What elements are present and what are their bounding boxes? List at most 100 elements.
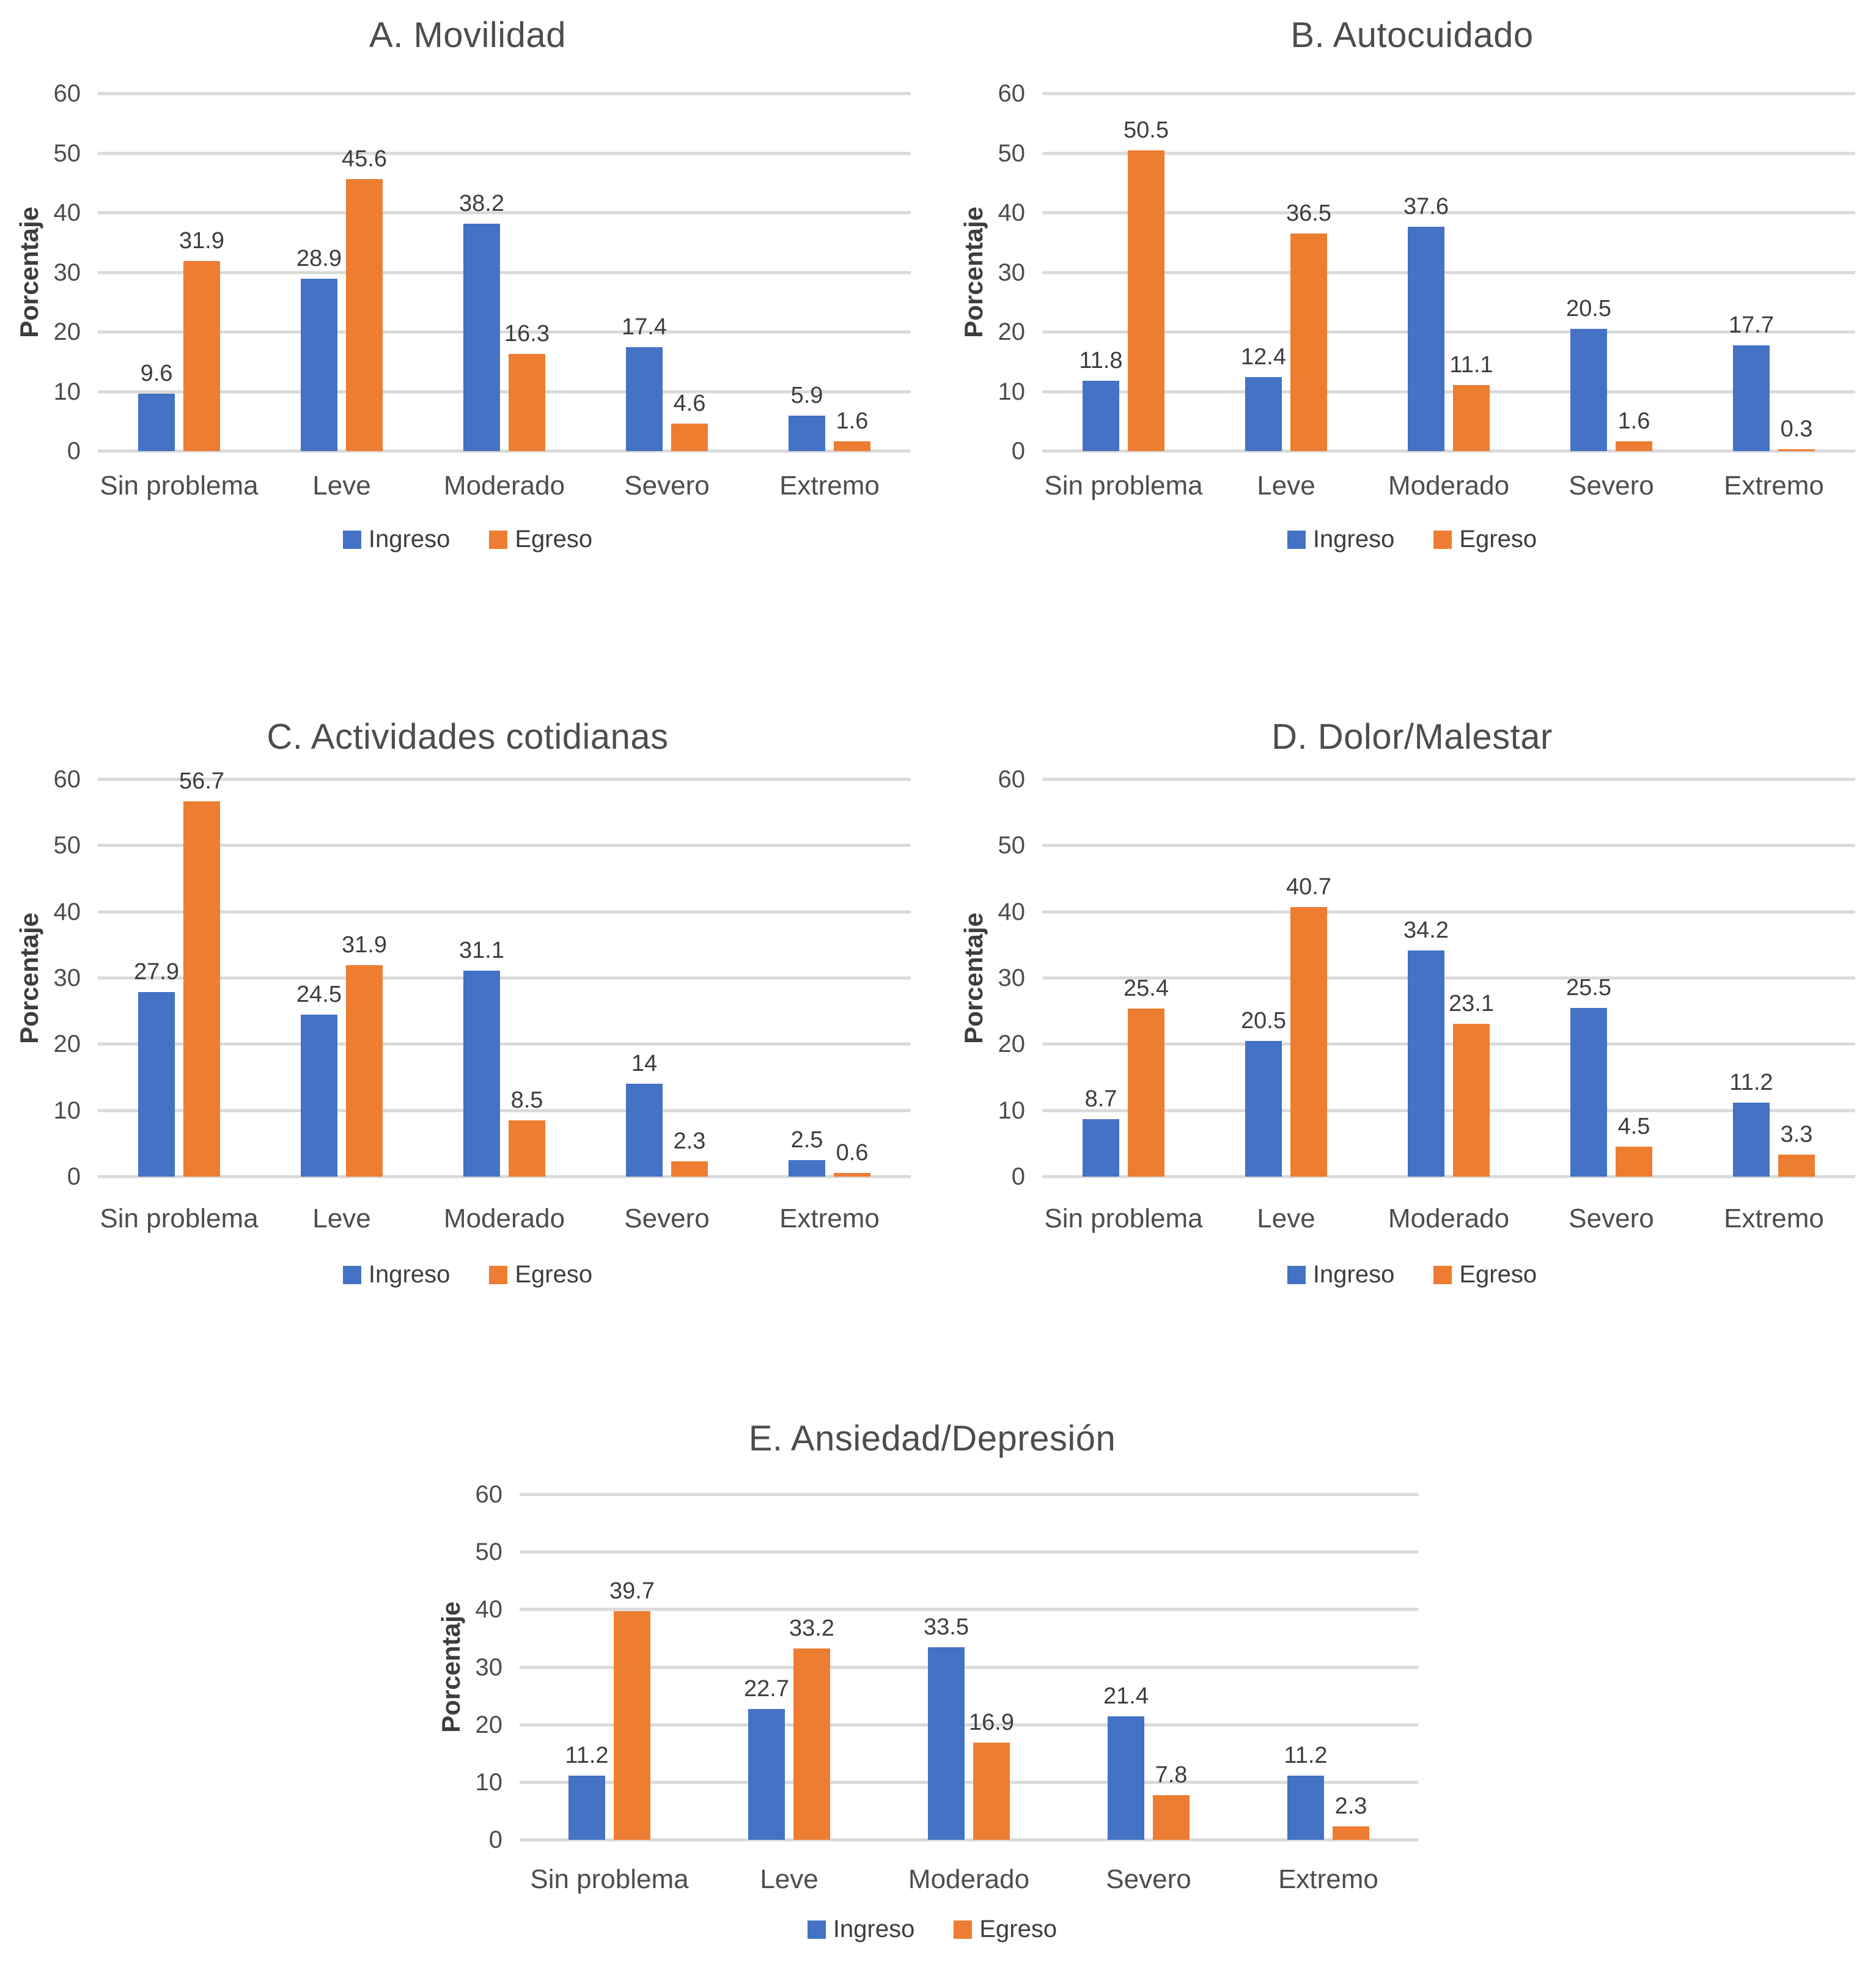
x-axis-label-extremo: Extremo	[1724, 1204, 1824, 1233]
plot-area-row: Porcentaje 0 10 20 30 40 50 60 27.9 56.7 24.5 31.9 3…	[12, 767, 923, 1189]
y-axis-tick: 0	[67, 1163, 81, 1190]
legend: Ingreso Egreso	[12, 526, 923, 553]
y-axis-tick: 40	[53, 199, 81, 226]
x-axis-label-extremo: Extremo	[1724, 471, 1824, 501]
chart-title: D. Dolor/Malestar	[1271, 717, 1553, 757]
y-axis-tick: 60	[53, 80, 81, 107]
bar-group-sin-problema: 9.6 31.9	[98, 94, 260, 451]
y-axis-tick: 0	[1011, 1163, 1025, 1190]
bar-egreso-leve: 40.7	[1286, 875, 1331, 1177]
value-label: 1.6	[1617, 408, 1650, 435]
y-axis-title: Porcentaje	[958, 912, 988, 1044]
bar-group-sin-problema: 11.2 39.7	[520, 1494, 699, 1840]
value-label: 31.1	[459, 938, 504, 964]
value-label: 37.6	[1403, 194, 1449, 220]
legend-item-egreso: Egreso	[954, 1916, 1057, 1943]
gridline	[98, 910, 911, 914]
gridline	[98, 777, 911, 781]
bar-egreso-moderado: 23.1	[1449, 992, 1494, 1177]
y-axis-tick: 20	[53, 318, 81, 345]
bar-egreso-sin-problema: 56.7	[179, 770, 224, 1177]
value-label: 2.5	[790, 1127, 823, 1153]
bar-group-leve: 28.9 45.6	[260, 94, 423, 451]
y-axis-tick: 60	[998, 80, 1026, 107]
bar-egreso-moderado: 16.9	[969, 1711, 1014, 1840]
chart-title: A. Movilidad	[369, 15, 566, 55]
y-axis-tick: 60	[998, 766, 1026, 793]
bar-egreso-sin-problema: 39.7	[609, 1579, 655, 1840]
value-label: 20.5	[1241, 1007, 1286, 1034]
gridline	[98, 449, 911, 453]
value-label: 56.7	[179, 768, 224, 794]
legend: Ingreso Egreso	[12, 1261, 923, 1288]
gridline	[520, 1550, 1418, 1554]
legend-swatch-egreso	[489, 1265, 508, 1284]
x-axis-label-severo: Severo	[624, 471, 710, 501]
value-label: 50.5	[1124, 117, 1169, 143]
bar-ingreso-leve: 22.7	[744, 1677, 789, 1840]
chart-title: C. Actividades cotidianas	[267, 717, 669, 757]
bar-group-severo: 17.4 4.6	[586, 94, 748, 451]
bar-group-severo: 21.4 7.8	[1059, 1494, 1238, 1840]
value-label: 36.5	[1286, 200, 1331, 227]
chart-title: E. Ansiedad/Depresión	[748, 1419, 1116, 1458]
plot-area: 9.6 31.9 28.9 45.6 38.2 16.3 17.4 4.6 5.9 1.6	[98, 92, 911, 453]
value-label: 25.4	[1124, 975, 1169, 1001]
y-axis-tick: 50	[998, 139, 1026, 167]
y-axis-tick: 40	[475, 1596, 503, 1623]
legend: Ingreso Egreso	[957, 526, 1867, 553]
value-label: 39.7	[609, 1578, 655, 1604]
y-axis-tick: 0	[1011, 438, 1025, 465]
gridline	[520, 1666, 1418, 1669]
value-label: 33.5	[924, 1614, 969, 1640]
value-label: 17.7	[1729, 312, 1774, 339]
gridline	[98, 1109, 911, 1112]
legend-item-egreso: Egreso	[489, 1261, 592, 1288]
gridline	[1042, 92, 1855, 95]
value-label: 22.7	[744, 1676, 789, 1702]
x-axis-label-leve: Leve	[312, 471, 371, 501]
gridline	[1042, 777, 1855, 781]
x-axis-labels: Sin problema Leve Moderado Severo Extremo	[98, 1204, 923, 1234]
x-axis-labels: Sin problema Leve Moderado Severo Extremo	[1042, 471, 1867, 501]
value-label: 4.5	[1617, 1114, 1650, 1140]
bar-ingreso-severo: 25.5	[1566, 976, 1611, 1177]
value-label: 12.4	[1241, 344, 1286, 370]
x-axis-label-leve: Leve	[760, 1864, 818, 1894]
bar-group-extremo: 2.5 0.6	[748, 779, 911, 1177]
bar-group-severo: 14 2.3	[586, 779, 748, 1177]
legend-item-egreso: Egreso	[489, 526, 592, 553]
bar-ingreso-extremo: 11.2	[1729, 1071, 1773, 1177]
bar-group-sin-problema: 8.7 25.4	[1042, 779, 1205, 1177]
chart-dolor-malestar: D. Dolor/Malestar Porcentaje 0 10 20 30 40 50 60…	[957, 703, 1867, 1320]
bar-groups: 11.2 39.7 22.7 33.2 33.5 16.9 21.4 7.8 11.2 2.3	[520, 1494, 1418, 1840]
bar-egreso-extremo: 1.6	[834, 410, 870, 451]
bar-group-extremo: 11.2 3.3	[1693, 779, 1855, 1177]
legend-label: Egreso	[1459, 1261, 1537, 1288]
y-axis-title: Porcentaje	[14, 912, 43, 1044]
bar-ingreso-sin-problema: 27.9	[134, 960, 179, 1177]
bar-groups: 27.9 56.7 24.5 31.9 31.1 8.5 14 2.3 2.5 0.6	[98, 770, 911, 1177]
y-axis-tick: 20	[475, 1711, 503, 1738]
gridline	[1042, 1175, 1855, 1178]
gridline	[1042, 390, 1855, 393]
plot-area: 8.7 25.4 20.5 40.7 34.2 23.1 25.5 4.5 11.2 3.3	[1042, 777, 1855, 1178]
bar-egreso-severo: 4.6	[671, 392, 708, 451]
value-label: 28.9	[296, 246, 342, 272]
bar-ingreso-severo: 21.4	[1103, 1685, 1149, 1840]
y-axis-tick: 60	[53, 766, 81, 793]
legend-label: Ingreso	[368, 1261, 451, 1288]
legend-swatch-ingreso	[1287, 530, 1306, 549]
value-label: 5.9	[790, 383, 823, 409]
value-label: 25.5	[1566, 974, 1611, 1001]
bar-group-leve: 20.5 40.7	[1205, 779, 1367, 1177]
gridline	[520, 1608, 1418, 1611]
bar-egreso-leve: 33.2	[789, 1617, 834, 1840]
bar-ingreso-extremo: 17.7	[1729, 314, 1774, 451]
bar-egreso-severo: 7.8	[1153, 1763, 1190, 1840]
gridline	[98, 1175, 911, 1178]
x-axis-label-severo: Severo	[1106, 1864, 1191, 1894]
y-axis-tick: 10	[475, 1768, 503, 1796]
bar-ingreso-sin-problema: 11.8	[1079, 349, 1123, 451]
y-axis-tick: 10	[998, 1097, 1026, 1124]
